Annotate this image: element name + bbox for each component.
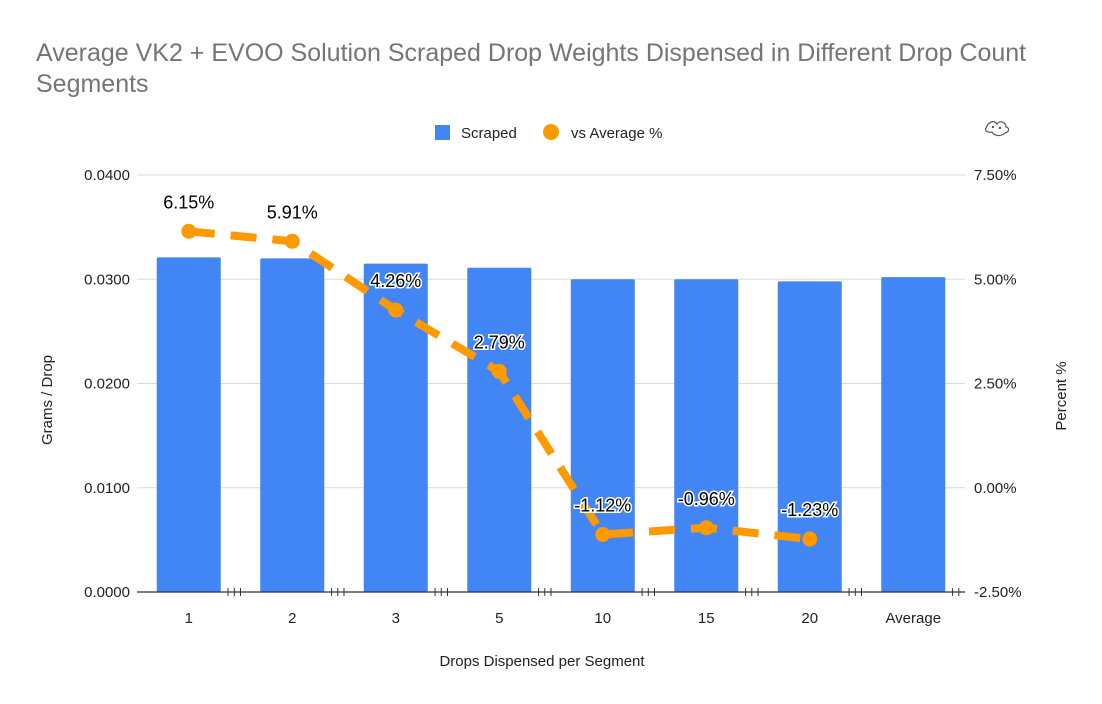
x-tick-label: 15	[698, 610, 715, 627]
data-label: 6.15%	[163, 192, 214, 212]
y2-tick-label: 2.50%	[974, 376, 1017, 393]
right-axis-ticks: -2.50% 0.00% 2.50% 5.00% 7.50%	[974, 167, 1022, 601]
data-label: -1.23%	[781, 500, 838, 520]
y2-tick-label: 0.00%	[974, 480, 1017, 497]
line-series-vs-average	[181, 223, 818, 547]
y2-tick-label: 7.50%	[974, 167, 1017, 184]
legend-swatch-vs-average	[543, 124, 559, 140]
x-tick-label: 2	[288, 610, 296, 627]
x-axis-ticks: 1 2 3 5 10 15 20 Average	[185, 610, 941, 627]
bar	[156, 257, 221, 592]
left-axis-ticks: 0.0000 0.0100 0.0200 0.0300 0.0400	[84, 167, 130, 601]
x-tick-label: 3	[392, 610, 400, 627]
bar	[363, 263, 428, 592]
line-point	[181, 223, 197, 239]
y-tick-label: 0.0000	[84, 584, 130, 601]
legend-label-vs-average: vs Average %	[571, 125, 662, 142]
bar	[260, 258, 325, 592]
bar-series-scraped	[156, 257, 946, 592]
data-label: 2.79%	[474, 332, 525, 352]
legend: Scraped vs Average %	[435, 124, 662, 142]
x-tick-label: 20	[801, 610, 818, 627]
x-tick-label: 10	[594, 610, 611, 627]
line-point	[284, 233, 300, 249]
line-point	[802, 531, 818, 547]
bar	[777, 281, 842, 592]
line-point	[388, 302, 404, 318]
y-tick-label: 0.0100	[84, 480, 130, 497]
y-tick-label: 0.0400	[84, 167, 130, 184]
bar	[467, 267, 532, 592]
y2-axis-title: Percent %	[1053, 361, 1070, 430]
line-point	[491, 363, 507, 379]
y2-tick-label: -2.50%	[974, 584, 1022, 601]
x-axis-title: Drops Dispensed per Segment	[439, 653, 645, 670]
bar	[881, 277, 946, 592]
chart-menu-icon[interactable]	[984, 121, 1010, 137]
x-axis-line	[137, 588, 965, 596]
legend-swatch-scraped	[435, 125, 450, 140]
data-label: -0.96%	[678, 489, 735, 509]
data-labels: 6.15% 5.91% 4.26% 2.79% -1.12% -0.96% -1.23%	[162, 191, 840, 522]
x-tick-label: 5	[495, 610, 503, 627]
y-tick-label: 0.0300	[84, 271, 130, 288]
x-tick-label: Average	[885, 610, 941, 627]
y-axis-title: Grams / Drop	[39, 355, 56, 445]
line-point	[595, 526, 611, 542]
bar	[674, 279, 739, 592]
x-tick-label: 1	[185, 610, 193, 627]
chart-title: Average VK2 + EVOO Solution Scraped Drop…	[36, 39, 1027, 98]
legend-label-scraped: Scraped	[461, 125, 517, 142]
data-label: -1.12%	[574, 495, 631, 515]
y2-tick-label: 5.00%	[974, 271, 1017, 288]
data-label: 5.91%	[267, 202, 318, 222]
data-label: 4.26%	[370, 271, 421, 291]
bar	[570, 279, 635, 592]
line-point	[698, 520, 714, 536]
y-tick-label: 0.0200	[84, 376, 130, 393]
